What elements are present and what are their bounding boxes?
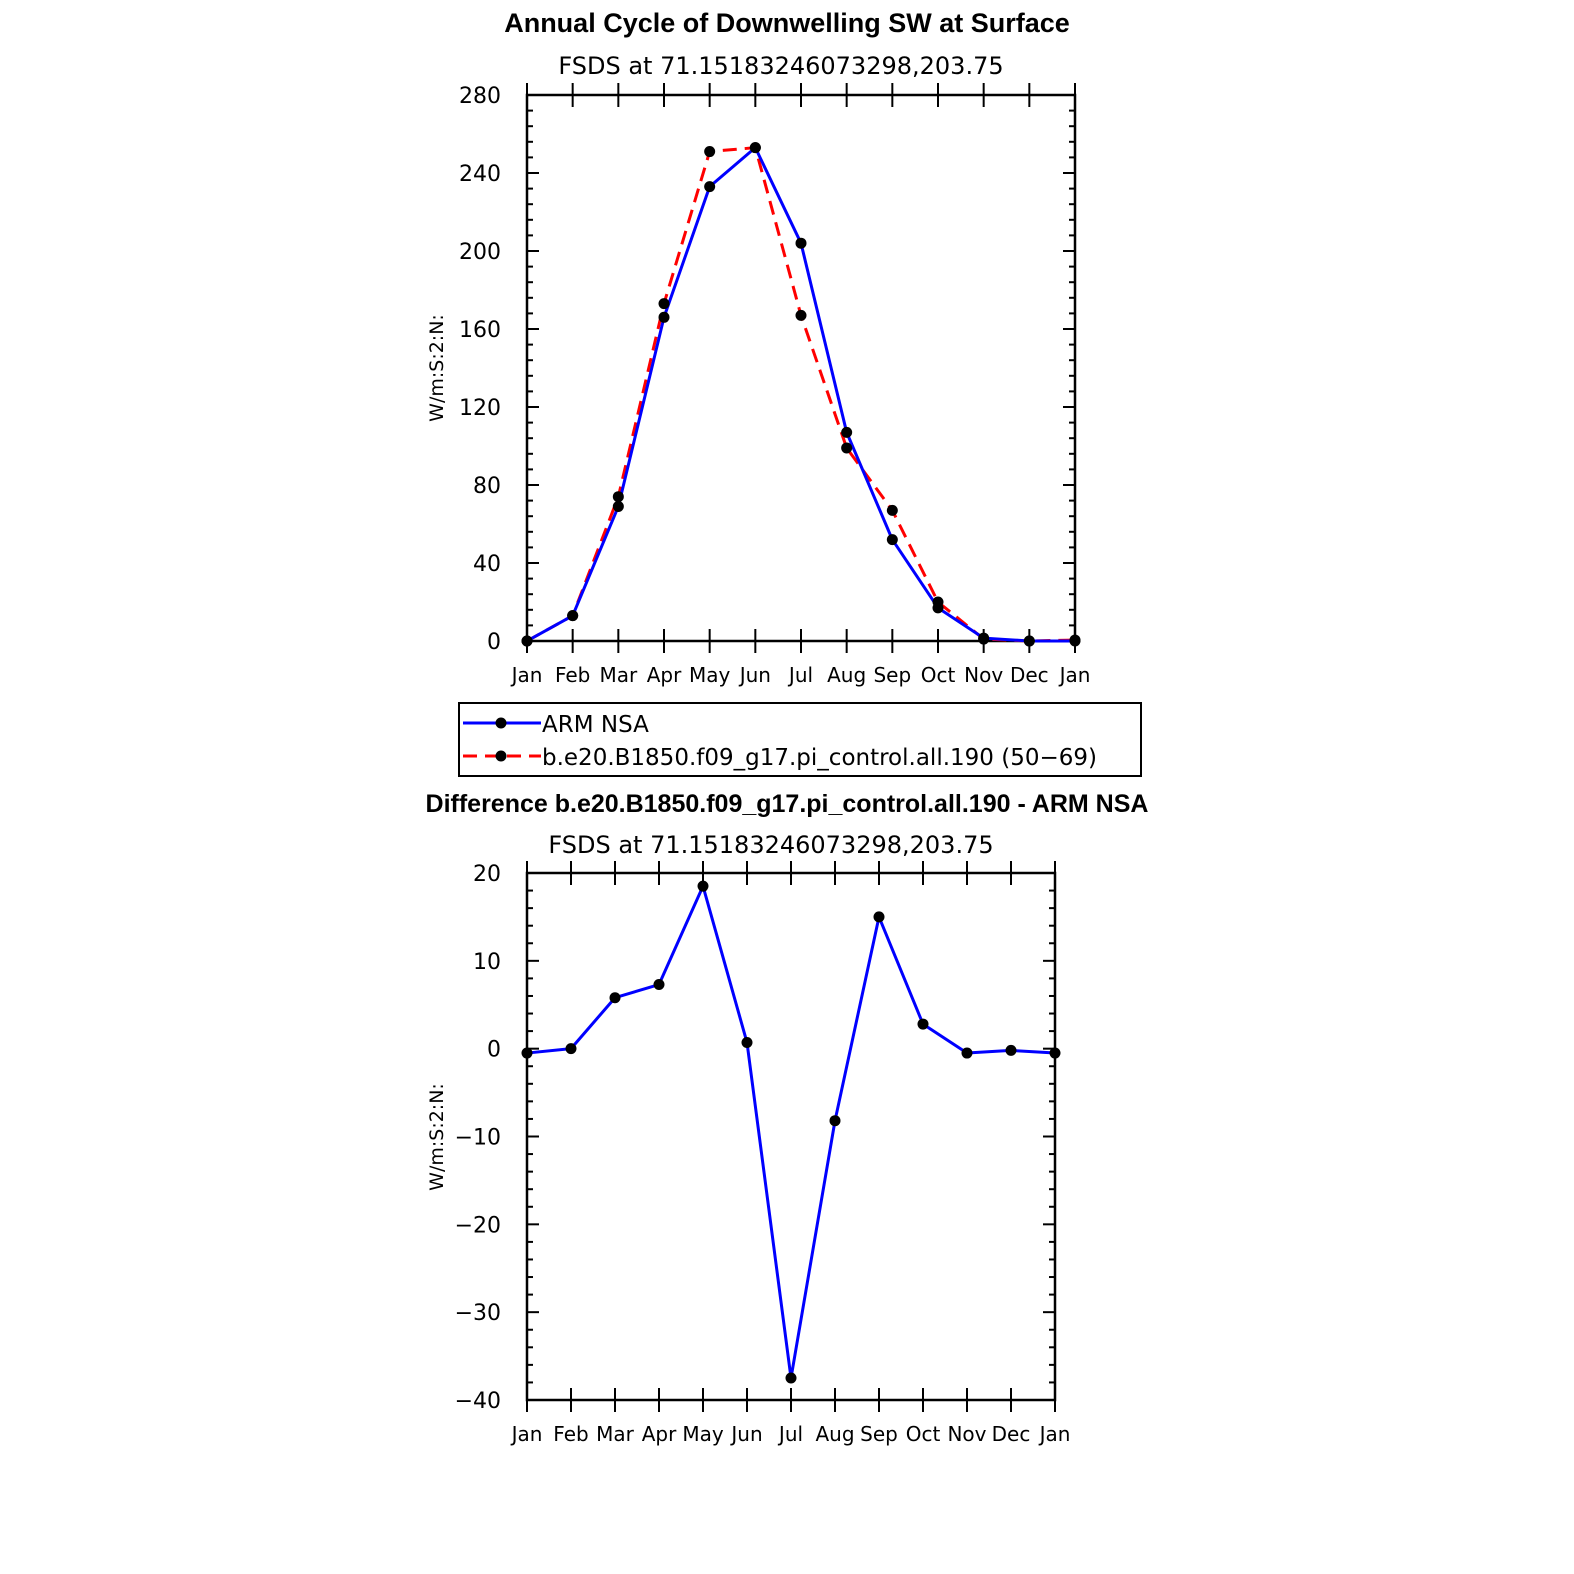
chart1-series-0-point [829,1115,841,1127]
chart0-series-1-point [704,146,716,158]
chart0-series-1-point [841,442,853,454]
chart0-series-0-point [658,311,670,323]
chart1-series-0-point [521,1047,533,1059]
chart1-y-tick-label: −30 [455,1301,501,1326]
chart0-series-1-point [795,309,807,321]
chart1-x-tick-label: Apr [642,1422,677,1446]
chart1-series-0-point [609,992,621,1004]
chart1-x-tick-label: May [682,1422,724,1446]
chart0-x-tick-label: May [689,663,731,687]
chart1-x-tick-label: Mar [596,1422,635,1446]
chart0-y-tick-label: 280 [459,84,501,109]
chart1-plot-frame [525,871,1057,1402]
chart1-x-tick-label: Sep [860,1422,898,1446]
chart1-x-tick-label: Nov [947,1422,986,1446]
legend-swatch-marker-0 [495,717,507,729]
chart1-y-tick-label: −40 [455,1389,501,1414]
chart0-series-0-point [612,500,624,512]
chart1-series-0-point [961,1047,973,1059]
chart1-x-tick-label: Aug [815,1422,854,1446]
chart0-series-0-point [521,635,533,647]
chart1-x-tick-label: Jul [777,1422,803,1446]
chart0-x-tick-label: Jun [738,663,771,687]
chart0-series-1-point [612,491,624,503]
chart0-series-1-point [886,504,898,516]
chart0-x-tick-label: Sep [873,663,911,687]
chart0-series-0-point [932,602,944,614]
chart0-series-0-point [841,426,853,438]
chart0-y-tick-label: 200 [459,240,501,265]
chart1-x-tick-label: Feb [553,1422,588,1446]
chart0-x-tick-label: Oct [921,663,956,687]
chart0-series-0-point [749,142,761,154]
chart0-y-tick-label: 80 [473,474,501,499]
chart0-y-tick-label: 40 [473,552,501,577]
legend-entry-1: b.e20.B1850.f09_g17.pi_control.all.190 (… [542,745,1097,771]
chart1-series-0-line [526,884,1056,1380]
chart0-x-tick-label: Dec [1010,663,1049,687]
chart0-y-tick-label: 160 [459,318,501,343]
chart1-y-axis-label: W/m:S:2:N: [426,1083,448,1191]
chart1-series-0-point [917,1018,929,1030]
chart0-x-tick-label: Feb [555,663,590,687]
chart0-y-tick-label: 0 [487,630,501,655]
chart0-series-1-line [526,146,1076,643]
chart1-y-tick-label: −10 [455,1126,501,1151]
chart0-y-tick-label: 120 [459,396,501,421]
chart1-series-0-point [741,1037,753,1049]
bottom-chart-title: Difference b.e20.B1850.f09_g17.pi_contro… [425,790,1149,818]
chart1-x-tick-label: Oct [906,1422,941,1446]
chart1-x-tick-label: Dec [992,1422,1031,1446]
chart1-x-tick-label: Jan [510,1422,543,1446]
chart0-subtitle: FSDS at 71.15183246073298,203.75 [558,52,1003,80]
chart0-series-0-point [886,534,898,546]
chart1-series-0-point [873,911,885,923]
chart1-x-tick-label: Jun [729,1422,762,1446]
chart1-y-tick-label: 0 [487,1038,501,1063]
chart1-series-0-point [1049,1047,1061,1059]
chart1-series-0-point [785,1372,797,1384]
chart1-y-tick-label: 20 [473,862,501,887]
top-chart-title: Annual Cycle of Downwelling SW at Surfac… [504,8,1070,38]
chart0-x-tick-label: Mar [599,663,638,687]
chart0-series-0-point [1069,635,1081,647]
chart0-series-0-point [978,632,990,644]
chart0-x-tick-label: Jul [787,663,813,687]
chart1-series-0-point [1005,1044,1017,1056]
chart0-x-tick-label: Jan [1058,663,1091,687]
legend-entry-0: ARM NSA [542,712,649,738]
chart0-series-1-point [658,298,670,310]
chart0-series-0-point [1023,635,1035,647]
chart0-x-tick-label: Aug [827,663,866,687]
chart0-plot-frame [525,93,1077,643]
chart0-y-tick-label: 240 [459,162,501,187]
chart1-y-tick-label: 10 [473,950,501,975]
chart0-series-0-point [795,237,807,249]
chart1-subtitle: FSDS at 71.15183246073298,203.75 [548,831,993,859]
legend-box [458,702,1142,777]
chart1-x-tick-label: Jan [1038,1422,1071,1446]
chart0-x-tick-label: Nov [964,663,1003,687]
chart0-series-0-point [567,610,579,622]
legend-swatch-marker-1 [495,750,507,762]
chart0-x-tick-label: Jan [510,663,543,687]
chart0-x-tick-label: Apr [647,663,682,687]
chart1-series-0-point [565,1043,577,1055]
chart0-y-axis-label: W/m:S:2:N: [426,314,448,422]
chart1-series-0-point [697,880,709,892]
chart1-series-0-point [653,979,665,991]
chart0-series-0-point [704,181,716,193]
chart1-y-tick-label: −20 [455,1213,501,1238]
chart0-series-0-line [526,146,1075,643]
